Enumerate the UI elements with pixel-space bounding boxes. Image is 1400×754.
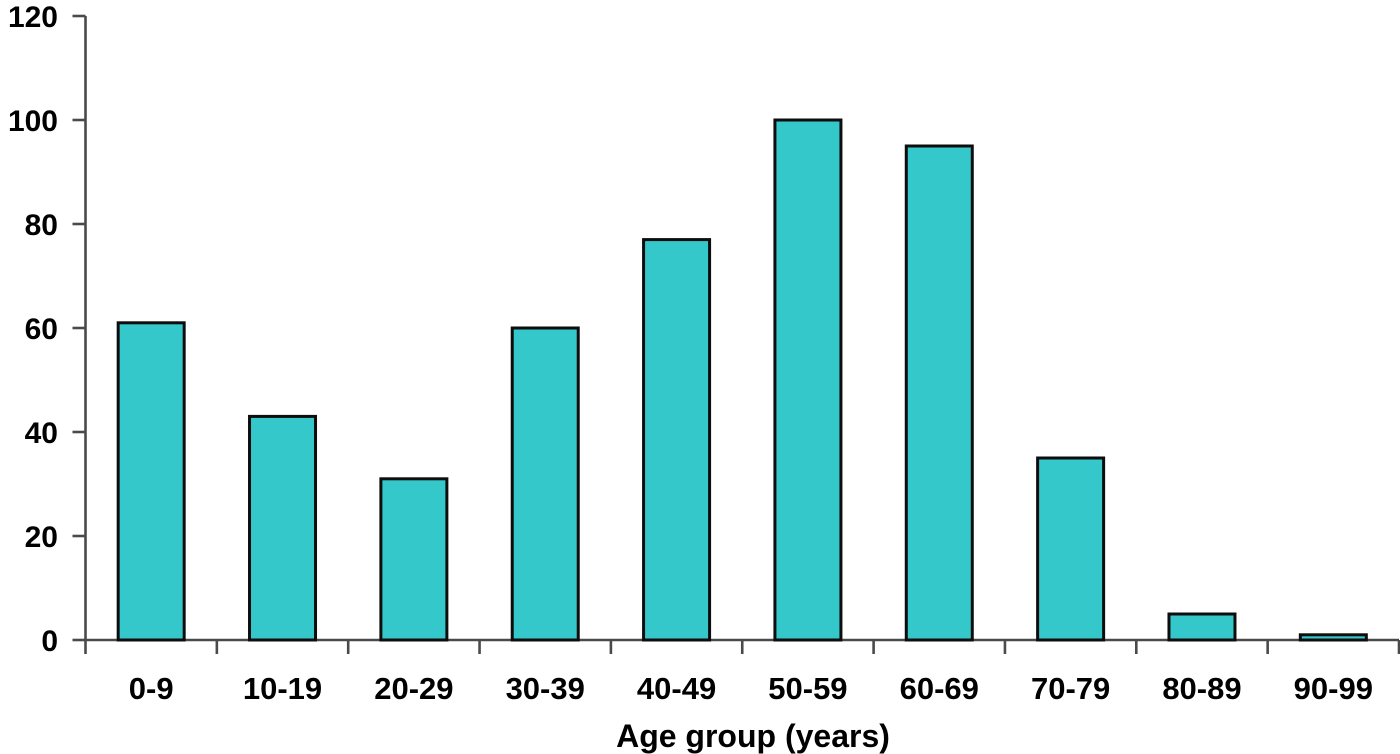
x-tick-label-50-59: 50-59: [768, 671, 847, 706]
x-tick-label-80-89: 80-89: [1162, 671, 1241, 706]
bar-60-69: [904, 144, 974, 642]
bar-90-99: [1298, 633, 1368, 642]
y-tick-label-40: 40: [25, 417, 58, 450]
bar-80-89: [1167, 612, 1237, 642]
x-tick-label-10-19: 10-19: [243, 671, 322, 706]
bar-10-19: [248, 414, 318, 642]
x-tick-label-20-29: 20-29: [374, 671, 453, 706]
x-tick-label-30-39: 30-39: [506, 671, 585, 706]
bar-20-29: [379, 477, 449, 642]
bar-70-79: [1036, 456, 1106, 642]
x-tick-label-40-49: 40-49: [637, 671, 716, 706]
bar-0-9: [116, 321, 186, 642]
bar-40-49: [642, 238, 712, 642]
x-tick-label-0-9: 0-9: [129, 671, 174, 706]
y-tick-label-0: 0: [41, 625, 58, 658]
y-tick-label-60: 60: [25, 313, 58, 346]
y-tick-label-100: 100: [8, 105, 58, 138]
bar-50-59: [773, 118, 843, 642]
y-tick-label-20: 20: [25, 521, 58, 554]
x-axis-title: Age group (years): [616, 718, 890, 754]
x-tick-label-90-99: 90-99: [1294, 671, 1373, 706]
x-tick-label-60-69: 60-69: [900, 671, 979, 706]
x-tick-label-70-79: 70-79: [1031, 671, 1110, 706]
bar-30-39: [510, 326, 580, 642]
y-tick-label-80: 80: [25, 209, 58, 242]
y-tick-label-120: 120: [8, 1, 58, 34]
